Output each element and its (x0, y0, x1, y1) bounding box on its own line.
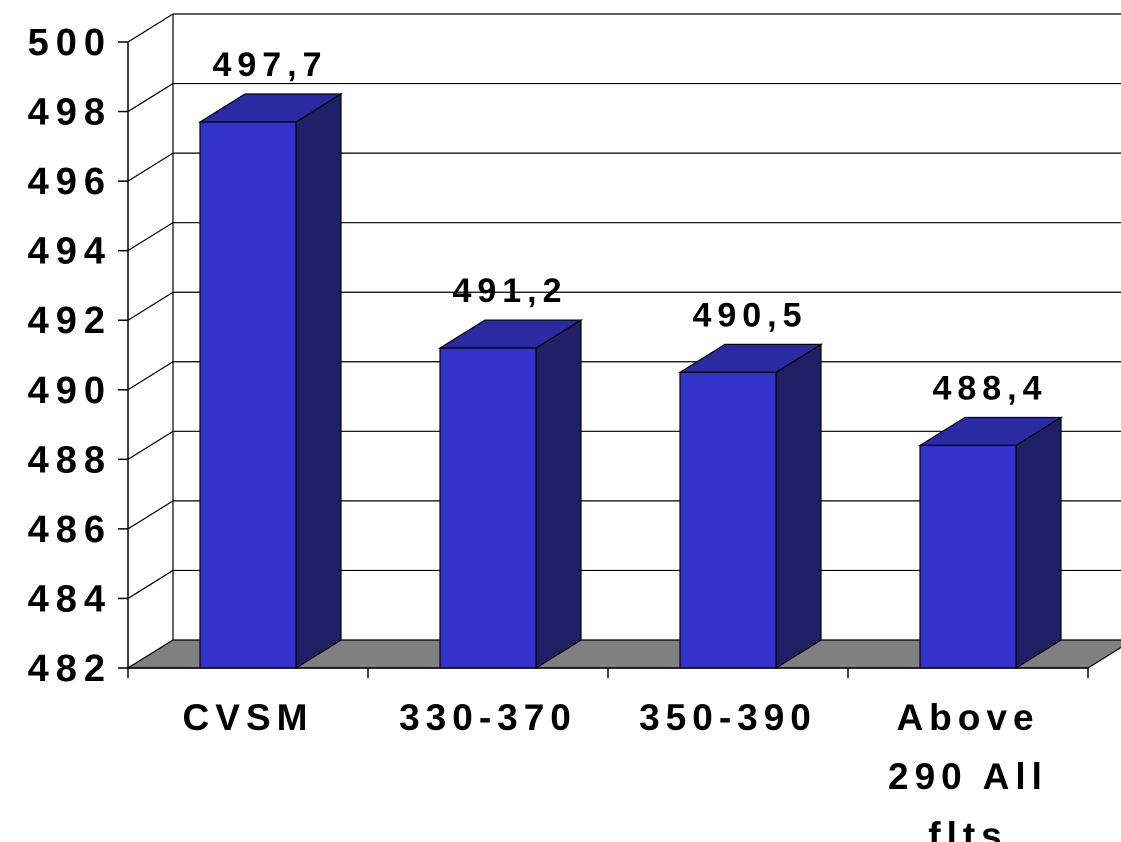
bar-side (535, 318, 582, 670)
bar (199, 121, 297, 669)
gridline-depth (127, 83, 174, 113)
gridline-depth (127, 152, 174, 182)
x-tick-label: 350-390 (639, 697, 817, 738)
y-tick-label: 498 (28, 92, 112, 134)
y-tick-label: 486 (28, 509, 112, 551)
bar-side (295, 92, 342, 670)
x-tick-label: Above (896, 697, 1039, 738)
data-label: 497,7 (212, 46, 327, 84)
data-label: 491,2 (452, 272, 567, 310)
y-tick-label: 488 (28, 439, 112, 481)
y-tick-label: 482 (28, 648, 112, 690)
bar-side (775, 343, 822, 670)
bar (919, 444, 1017, 669)
y-tick-label: 492 (28, 300, 112, 342)
gridline-depth (127, 222, 174, 252)
y-tick-label: 494 (28, 231, 112, 273)
gridline-depth (127, 291, 174, 321)
x-tick-label: 290 All (888, 756, 1048, 797)
gridline-depth (127, 500, 174, 530)
gridline-depth (127, 13, 174, 43)
x-tick-label: 330-370 (399, 697, 577, 738)
gridline-depth (127, 569, 174, 599)
x-tick-label: flts (928, 815, 1008, 842)
y-tick-label: 496 (28, 161, 112, 203)
gridline-depth (127, 361, 174, 391)
data-label: 490,5 (692, 296, 807, 334)
bar (679, 371, 777, 669)
bar (439, 347, 537, 669)
data-label: 488,4 (932, 369, 1047, 407)
gridline-depth (127, 430, 174, 460)
bar-side (1015, 416, 1062, 670)
y-tick-label: 500 (28, 22, 112, 64)
y-tick-label: 484 (28, 578, 112, 620)
x-tick-label: CVSM (183, 697, 314, 738)
y-tick-label: 490 (28, 370, 112, 412)
